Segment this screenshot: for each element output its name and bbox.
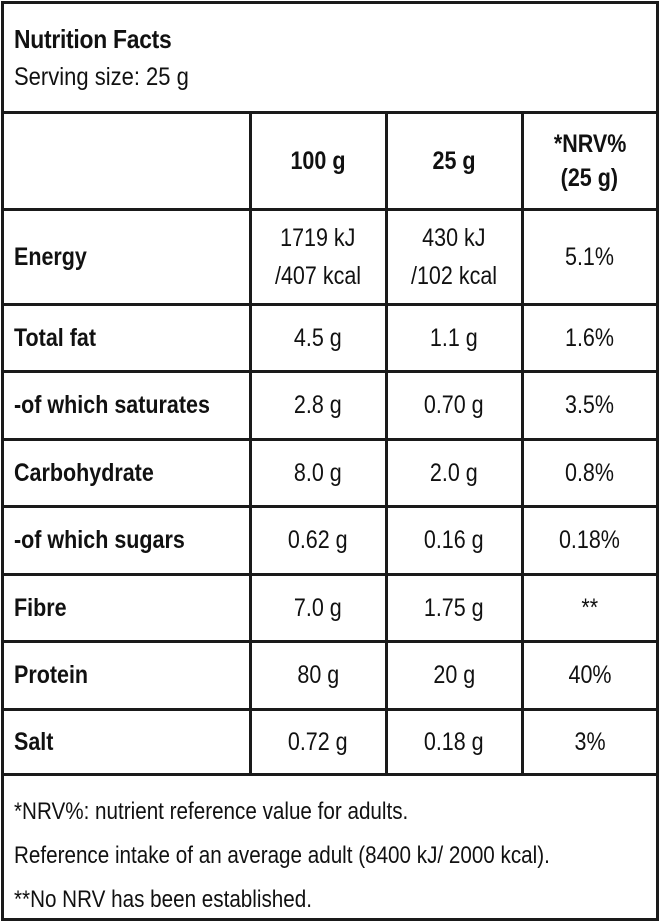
cell-per25: 0.70 g [386, 371, 524, 441]
header-cell-25g: 25 g [386, 114, 524, 211]
cell-nrv: 5.1% [522, 209, 656, 306]
cell-per25: 0.16 g [386, 506, 524, 576]
table-row: Carbohydrate 8.0 g 2.0 g 0.8% [4, 439, 656, 508]
header-cell-nrv: *NRV% (25 g) [522, 114, 656, 211]
row-label: -of which saturates [4, 371, 252, 441]
cell-per100: 8.0 g [250, 439, 388, 508]
table-row: Energy 1719 kJ/407 kcal 430 kJ/102 kcal … [4, 209, 656, 306]
cell-per25: 430 kJ/102 kcal [386, 209, 524, 306]
cell-per25: 2.0 g [386, 439, 524, 508]
cell-per100: 2.8 g [250, 371, 388, 441]
cell-per25: 20 g [386, 641, 524, 711]
table-row: Fibre 7.0 g 1.75 g ** [4, 574, 656, 643]
table-row: Total fat 4.5 g 1.1 g 1.6% [4, 304, 656, 373]
cell-nrv: 40% [522, 641, 656, 711]
footnote-nrv: *NRV%: nutrient reference value for adul… [14, 797, 409, 825]
table-row: -of which saturates 2.8 g 0.70 g 3.5% [4, 371, 656, 441]
cell-per25: 1.1 g [386, 304, 524, 373]
footnote-reference-intake: Reference intake of an average adult (84… [14, 841, 550, 869]
row-label: Energy [4, 209, 252, 306]
row-label: Salt [4, 709, 252, 776]
cell-nrv: 1.6% [522, 304, 656, 373]
cell-nrv: 3% [522, 709, 656, 776]
header-cell-blank [4, 114, 252, 211]
cell-per100: 4.5 g [250, 304, 388, 373]
cell-per25: 1.75 g [386, 574, 524, 643]
serving-size: Serving size: 25 g [14, 63, 189, 91]
row-label: Protein [4, 641, 252, 711]
cell-per25: 0.18 g [386, 709, 524, 776]
cell-per100: 0.72 g [250, 709, 388, 776]
cell-nrv: 0.8% [522, 439, 656, 508]
table-row: Protein 80 g 20 g 40% [4, 641, 656, 711]
row-label: Total fat [4, 304, 252, 373]
cell-per100: 7.0 g [250, 574, 388, 643]
row-label: -of which sugars [4, 506, 252, 576]
header-cell-100g: 100 g [250, 114, 388, 211]
table-header-row: 100 g 25 g *NRV% (25 g) [4, 114, 656, 211]
footnote-no-nrv: **No NRV has been established. [14, 885, 312, 913]
table-row: -of which sugars 0.62 g 0.16 g 0.18% [4, 506, 656, 576]
cell-per100: 0.62 g [250, 506, 388, 576]
header: Nutrition Facts Serving size: 25 g [4, 4, 656, 114]
nutrition-table: 100 g 25 g *NRV% (25 g) Energy 1719 kJ/40… [4, 114, 656, 776]
cell-per100: 80 g [250, 641, 388, 711]
footnotes: *NRV%: nutrient reference value for adul… [4, 776, 656, 922]
row-label: Fibre [4, 574, 252, 643]
table-row: Salt 0.72 g 0.18 g 3% [4, 709, 656, 776]
cell-nrv: ** [522, 574, 656, 643]
cell-nrv: 3.5% [522, 371, 656, 441]
page-title: Nutrition Facts [14, 24, 172, 54]
cell-per100: 1719 kJ/407 kcal [250, 209, 388, 306]
row-label: Carbohydrate [4, 439, 252, 508]
cell-nrv: 0.18% [522, 506, 656, 576]
